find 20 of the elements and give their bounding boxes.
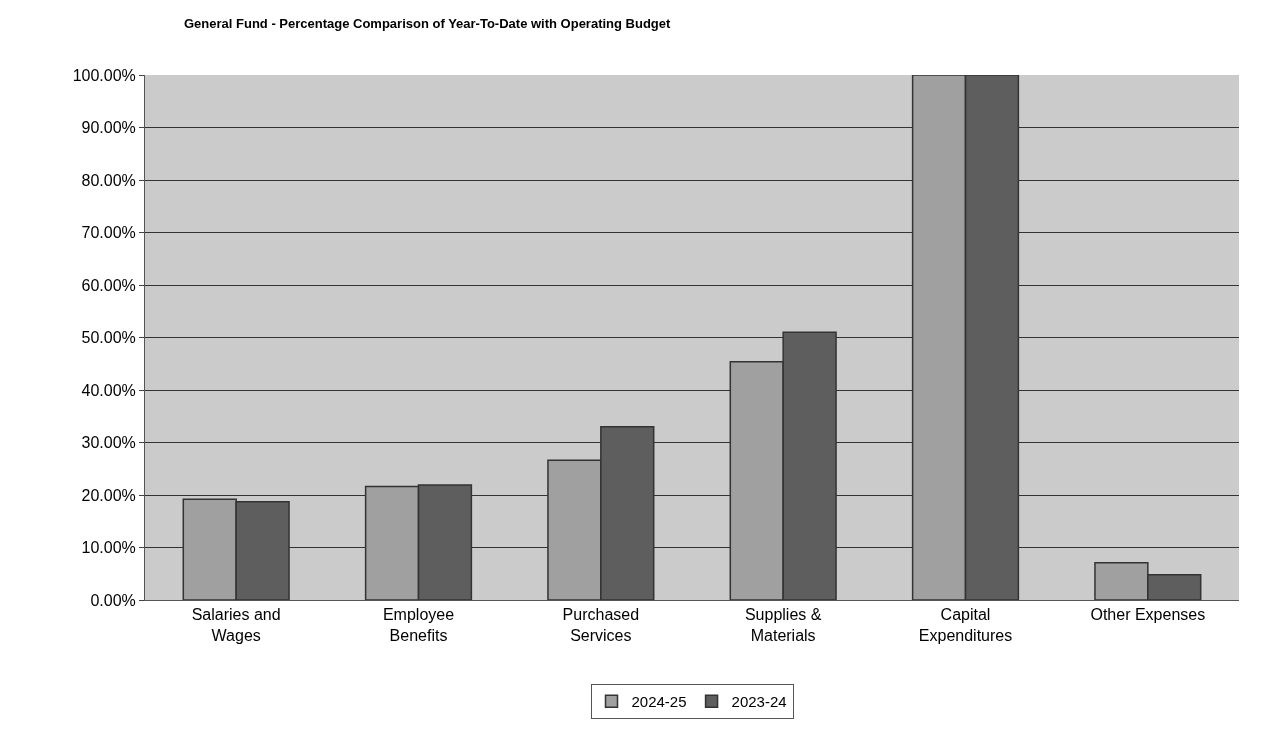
y-tick-label: 50.00% [81,329,136,347]
x-tick-label: Supplies & Materials [744,606,822,644]
x-tick-label: Salaries and Wages [191,606,281,644]
y-tick-label: 60.00% [81,276,136,294]
y-tick-label: 20.00% [81,486,136,504]
y-tick-label: 100.00% [72,66,136,84]
x-tick-label: Employee Benefits [382,606,455,644]
y-tick-label: 10.00% [81,539,136,557]
y-tick-label: 30.00% [81,434,136,452]
legend-label: 2023-24 [731,693,787,711]
x-tick-label: Capital Expenditures [918,606,1013,644]
y-tick-label: 40.00% [81,381,136,399]
legend-label: 2024-25 [631,693,687,711]
x-tick-label: Purchased Services [562,606,640,644]
chart-title: General Fund - Percentage Comparison of Year-To-Date with Operating Budget [184,15,672,31]
x-tick-label: Other Expenses [1090,606,1206,624]
y-tick-label: 0.00% [90,591,136,609]
y-tick-label: 90.00% [81,119,136,137]
y-tick-label: 70.00% [81,224,136,242]
y-tick-label: 80.00% [81,171,136,189]
